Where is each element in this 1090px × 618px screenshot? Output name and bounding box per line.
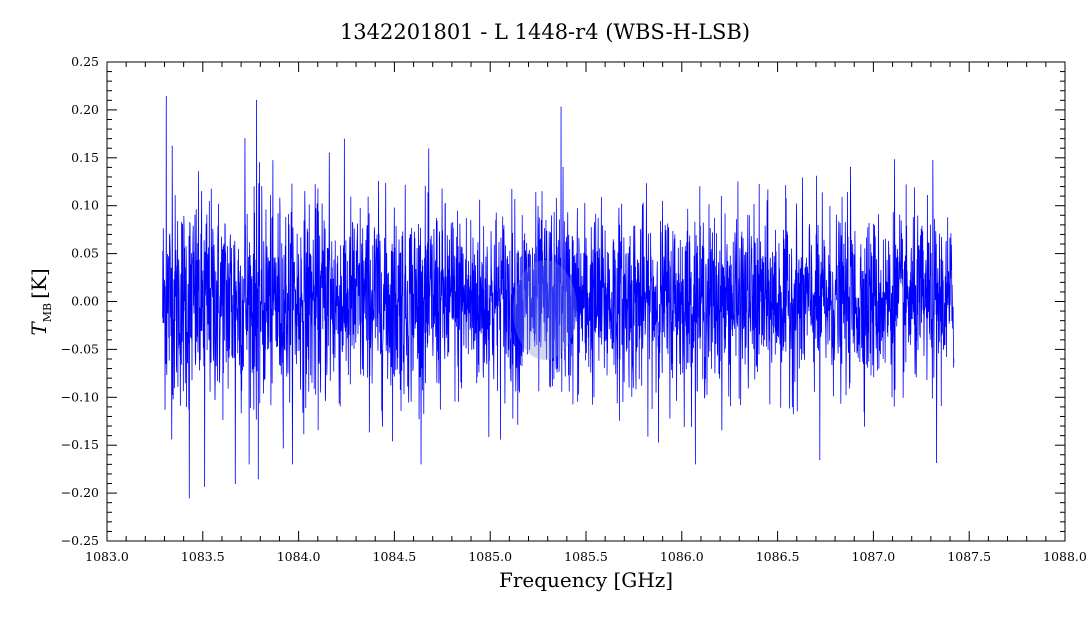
y-tick-label: 0.05: [71, 246, 99, 261]
spectrum-peak-point: [257, 478, 259, 480]
y-axis: −0.25 −0.20 −0.15 −0.10 −0.05 0.00 0.05 0.10 0.1…: [61, 54, 1065, 548]
x-tick-label: 1084.0: [277, 549, 321, 564]
x-tick-label: 1086.5: [756, 549, 800, 564]
y-tick-label: 0.10: [71, 198, 99, 213]
spectrum-peak-point: [893, 159, 895, 161]
spectrum-peak-point: [932, 160, 934, 162]
spectrum-peak-point: [165, 95, 167, 97]
y-tick-label: −0.15: [61, 437, 99, 452]
x-tick-label: 1086.0: [660, 549, 704, 564]
plot-area: [106, 61, 1066, 542]
y-axis-unit: [K]: [27, 268, 51, 299]
x-tick-label: 1083.5: [181, 549, 225, 564]
spectrum-line: [162, 96, 955, 498]
spectrum-peak-point: [328, 152, 330, 154]
x-tick-label: 1083.0: [85, 549, 129, 564]
x-tick-label: 1088.0: [1043, 549, 1087, 564]
spectrum-peak-point: [936, 461, 938, 463]
spectrum-peak-point: [255, 99, 257, 101]
chart-title: 1342201801 - L 1448-r4 (WBS-H-LSB): [340, 20, 750, 44]
y-axis-symbol: T: [27, 321, 51, 336]
spectrum-peak-point: [234, 483, 236, 485]
x-axis-label: Frequency [GHz]: [499, 568, 673, 592]
y-tick-label: 0.15: [71, 150, 99, 165]
spectrum-peak-point: [244, 138, 246, 140]
y-axis-label: TMB [K]: [27, 268, 54, 335]
spectrum-peak-point: [560, 106, 562, 108]
x-axis: 1083.0 1083.5 1084.0 1084.5 1085.0 1085.5 1086…: [85, 62, 1087, 564]
y-tick-label: −0.25: [61, 533, 99, 548]
y-tick-label: −0.05: [61, 341, 99, 356]
spectrum-peak-point: [819, 459, 821, 461]
spectrum-peak-point: [849, 166, 851, 168]
x-tick-label: 1085.5: [564, 549, 608, 564]
x-tick-label: 1085.0: [468, 549, 512, 564]
spectrum-peak-point: [204, 485, 206, 487]
y-axis-subscript: MB: [41, 303, 54, 322]
x-tick-label: 1087.0: [852, 549, 896, 564]
spectrum-peak-point: [188, 497, 190, 499]
y-tick-label: −0.10: [61, 389, 99, 404]
spectrum-peak-point: [562, 166, 564, 168]
y-tick-label: 0.00: [71, 294, 99, 309]
y-tick-label: −0.20: [61, 485, 99, 500]
x-tick-label: 1084.5: [373, 549, 417, 564]
y-tick-label: 0.20: [71, 102, 99, 117]
x-tick-label: 1087.5: [947, 549, 991, 564]
y-tick-label: 0.25: [71, 54, 99, 69]
highlight-marker: [513, 260, 577, 360]
data-series: [162, 95, 955, 499]
spectrum-peak-point: [171, 145, 173, 147]
